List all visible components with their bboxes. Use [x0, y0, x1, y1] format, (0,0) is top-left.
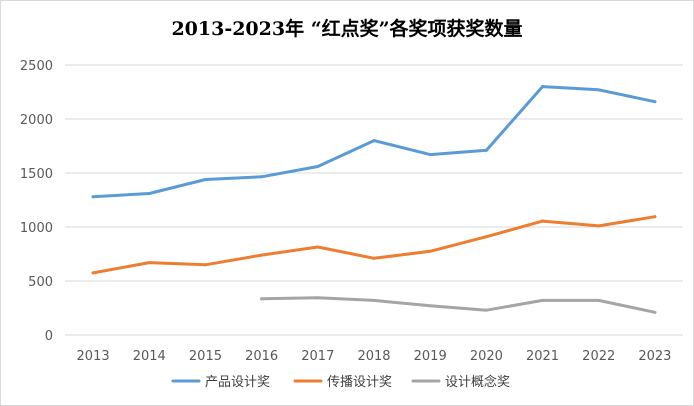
data-point	[91, 195, 95, 199]
y-tick-label: 500	[28, 275, 53, 290]
legend: 产品设计奖 传播设计奖 设计概念奖	[171, 374, 510, 390]
data-point	[484, 308, 488, 312]
data-point	[260, 175, 264, 179]
x-tick-label: 2014	[133, 349, 166, 364]
series-lines	[91, 85, 657, 314]
legend-label: 传播设计奖	[327, 375, 392, 390]
data-point	[597, 298, 601, 302]
data-point	[484, 235, 488, 239]
data-point	[316, 296, 320, 300]
data-point	[597, 224, 601, 228]
data-point	[597, 88, 601, 92]
data-point	[147, 261, 151, 265]
series-line-3	[260, 296, 657, 314]
data-point	[541, 298, 545, 302]
x-tick-label: 2021	[526, 349, 559, 364]
y-tick-label: 1000	[20, 221, 53, 236]
data-point	[653, 100, 657, 104]
data-point	[428, 249, 432, 253]
y-axis-ticks: 0 500 1000 1500 2000 2500	[20, 59, 53, 344]
x-tick-label: 2019	[414, 349, 447, 364]
y-tick-label: 1500	[20, 167, 53, 182]
x-tick-label: 2023	[638, 349, 671, 364]
series-line-2	[91, 215, 657, 275]
data-point	[484, 148, 488, 152]
data-point	[653, 310, 657, 314]
y-tick-label: 2500	[20, 59, 53, 74]
data-point	[372, 256, 376, 260]
data-point	[316, 245, 320, 249]
data-point	[91, 271, 95, 275]
legend-label: 设计概念奖	[445, 374, 510, 390]
data-point	[428, 304, 432, 308]
data-point	[147, 192, 151, 196]
x-tick-label: 2017	[301, 349, 334, 364]
x-tick-label: 2016	[245, 349, 278, 364]
data-point	[372, 139, 376, 143]
data-point	[316, 165, 320, 169]
x-tick-label: 2018	[357, 349, 390, 364]
data-point	[260, 253, 264, 257]
data-point	[541, 219, 545, 223]
legend-label: 产品设计奖	[205, 375, 270, 390]
y-tick-label: 0	[45, 329, 53, 344]
data-point	[372, 298, 376, 302]
x-tick-label: 2015	[189, 349, 222, 364]
gridlines	[65, 64, 683, 336]
chart-title: 2013-2023年 “红点奖”各奖项获奖数量	[171, 17, 522, 40]
y-tick-label: 2000	[20, 113, 53, 128]
x-tick-label: 2022	[582, 349, 615, 364]
data-point	[260, 297, 264, 301]
data-point	[541, 85, 545, 89]
x-tick-label: 2013	[77, 349, 110, 364]
x-tick-label: 2020	[470, 349, 503, 364]
data-point	[428, 153, 432, 157]
data-point	[203, 263, 207, 267]
x-axis-ticks: 2013 2014 2015 2016 2017 2018 2019 2020 2021 2022…	[77, 349, 672, 364]
data-point	[653, 215, 657, 219]
data-point	[203, 177, 207, 181]
